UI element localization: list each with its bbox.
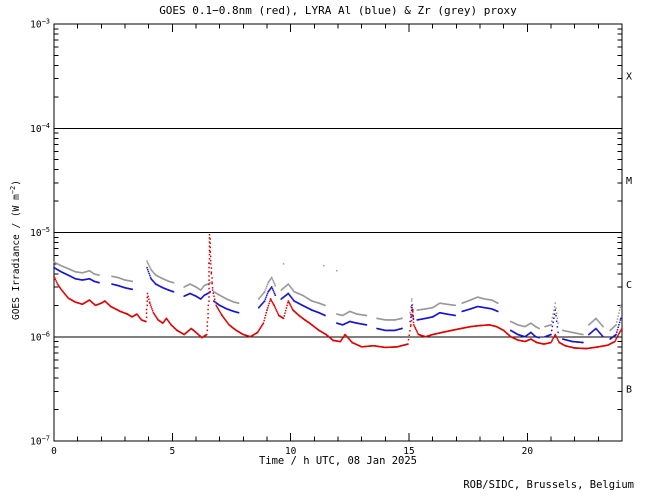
- flare-class-label-x: X: [626, 72, 632, 83]
- y-axis-label-text: GOES Irradiance / (W m: [11, 194, 23, 321]
- svg-text:10−5: 10−5: [30, 226, 50, 239]
- series-lyra-zr-proxy: [53, 260, 622, 336]
- flare-class-label-b: B: [626, 384, 632, 395]
- axes: [53, 23, 623, 442]
- svg-text:15: 15: [403, 446, 414, 457]
- y-axis-label-close: ): [11, 180, 23, 186]
- svg-text:10−7: 10−7: [30, 435, 50, 448]
- y-axis-label: GOES Irradiance / (W m−2): [9, 162, 23, 338]
- tick-labels: 0 5 10 15 20 10−3 10−4 10−5 10−6 10−7 X M C B: [30, 18, 632, 458]
- svg-text:5: 5: [169, 446, 175, 457]
- x-axis-label: Time / h UTC, 08 Jan 2025: [258, 455, 418, 467]
- credit-text: ROB/SIDC, Brussels, Belgium: [463, 479, 634, 491]
- svg-text:10: 10: [285, 446, 297, 457]
- flare-class-label-c: C: [626, 280, 632, 291]
- chart-title: GOES 0.1−0.8nm (red), LYRA Al (blue) & Z…: [159, 4, 517, 17]
- series-lyra-al-proxy: [53, 266, 622, 344]
- svg-text:10−3: 10−3: [30, 18, 50, 31]
- svg-text:10−4: 10−4: [30, 122, 50, 135]
- svg-text:20: 20: [522, 446, 534, 457]
- flare-class-label-m: M: [626, 176, 632, 187]
- svg-text:0: 0: [51, 446, 57, 457]
- svg-text:10−6: 10−6: [30, 330, 50, 343]
- y-axis-label-exponent: −2: [9, 185, 17, 195]
- series-goes-0-1-0-8nm: [53, 234, 623, 350]
